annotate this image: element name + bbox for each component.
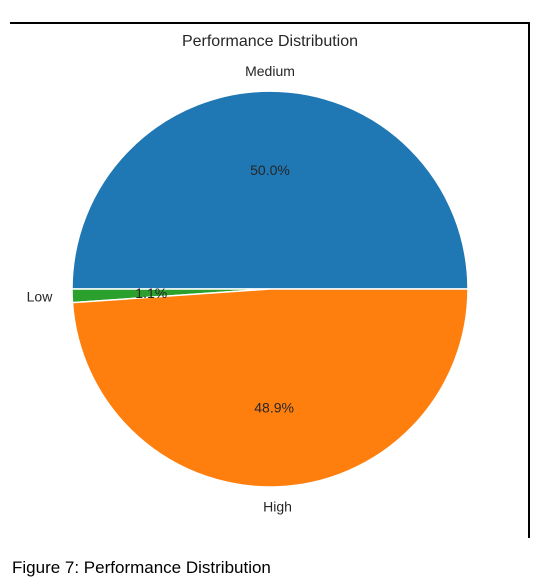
percent-labels: 50.0% 1.1% 48.9%: [135, 162, 294, 416]
category-label-high: High: [263, 499, 292, 515]
pie-slices: [71, 90, 469, 488]
frame-right-border: [528, 22, 530, 538]
figure-caption: Figure 7: Performance Distribution: [12, 558, 271, 577]
pie-chart: Performance Distribution 50.0%1.1%48.9% …: [27, 33, 469, 515]
figure-frame: Performance Distribution 50.0% 1.1% 48.9% …: [10, 22, 530, 538]
percent-label-high: 48.9%: [254, 400, 294, 416]
percent-label-low: 1.1%: [135, 285, 167, 301]
percent-label-medium: 50.0%: [250, 162, 290, 178]
category-labels: Medium Low High: [27, 63, 295, 514]
category-label-medium: Medium: [245, 63, 295, 79]
chart-title: Performance Distribution: [182, 33, 358, 50]
pie-slice-high: [71, 288, 469, 488]
frame-top-border: [10, 22, 530, 24]
category-label-low: Low: [27, 289, 54, 305]
pie-slice-medium: [71, 90, 469, 290]
